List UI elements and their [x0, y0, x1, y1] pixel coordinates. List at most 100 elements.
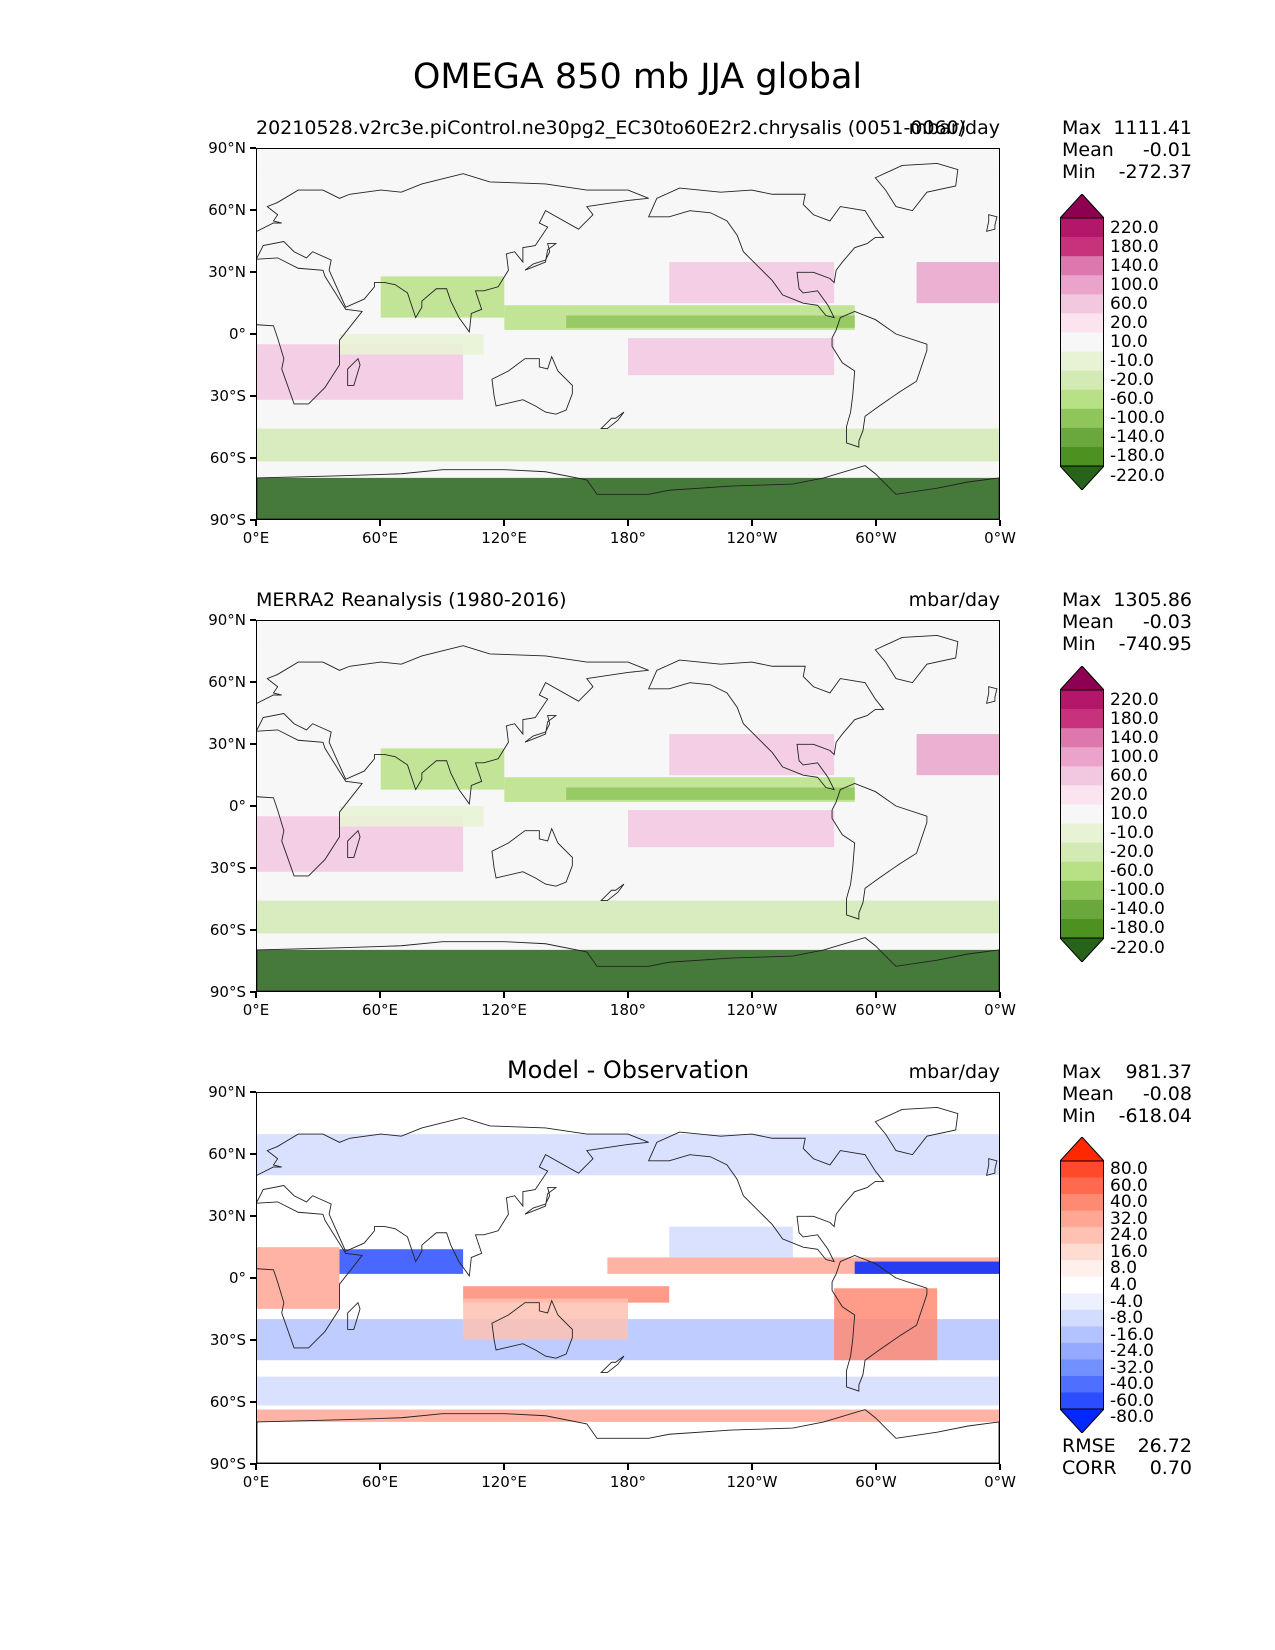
lat-label: 30°N [208, 263, 246, 281]
lat-label: 60°N [208, 1145, 246, 1163]
lat-tick [250, 271, 256, 273]
lat-tick [250, 1277, 256, 1279]
colorbar-segment [1060, 1359, 1104, 1377]
lon-label: 0°W [984, 1473, 1016, 1491]
colorbar-tick-label: -10.0 [1110, 351, 1154, 372]
colorbar-segment [1060, 256, 1104, 276]
colorbar-tick-label: -40.0 [1110, 1374, 1154, 1395]
australia-outline [491, 355, 573, 415]
lat-tick [250, 991, 256, 993]
colorbar-segment [1060, 1243, 1104, 1261]
south-america-outline [831, 782, 928, 920]
colorbar-tick-label: 20.0 [1110, 784, 1148, 805]
colorbar-segment [1060, 370, 1104, 391]
colorbar-segment [1060, 747, 1104, 767]
colorbar-svg [1058, 1136, 1106, 1434]
australia-outline [491, 1299, 573, 1359]
lon-tick [503, 992, 505, 998]
colorbar-tick-label: -100.0 [1110, 880, 1165, 901]
lon-tick [875, 1464, 877, 1470]
colorbar-tick-label: -140.0 [1110, 899, 1165, 920]
colorbar-segment [1060, 1326, 1104, 1344]
colorbar-tick-label: -180.0 [1110, 446, 1165, 467]
lon-label: 0°E [242, 1001, 270, 1019]
colorbar-segment [1060, 899, 1104, 920]
lon-label: 120°W [726, 1473, 778, 1491]
south-america-outline [831, 310, 928, 448]
colorbar-segment [1060, 728, 1104, 748]
antarctica-outline [257, 1409, 999, 1463]
lon-label: 120°W [726, 529, 778, 547]
colorbar-tick-label: 10.0 [1110, 804, 1148, 824]
lat-label: 30°N [208, 1207, 246, 1225]
stat-min-value: -740.95 [1118, 633, 1192, 655]
south-america-outline [831, 1254, 928, 1392]
colorbar-segment [1060, 823, 1104, 844]
colorbar-segment [1060, 218, 1104, 238]
colorbar-segment [1060, 1276, 1104, 1294]
north-america-outline [647, 659, 885, 791]
map-panel-2: MERRA2 Reanalysis (1980-2016) mbar/day 90°… [0, 0, 1275, 1019]
britain-outline [986, 686, 998, 704]
eurasia-outline [257, 1117, 649, 1278]
colorbar-tick-label: 16.0 [1110, 1241, 1148, 1262]
stat-mean-label: Mean [1062, 1083, 1114, 1105]
stat-mean-label: Mean [1062, 139, 1114, 161]
colorbar [1058, 193, 1106, 491]
field-region [916, 734, 999, 776]
colorbar-tick-label: -8.0 [1110, 1308, 1144, 1329]
map-plot [256, 1092, 1000, 1464]
lat-tick [250, 1339, 256, 1341]
colorbar-tick-label: -20.0 [1110, 370, 1154, 391]
lon-tick [255, 992, 257, 998]
lat-label: 90°N [208, 1083, 246, 1101]
lat-tick [250, 867, 256, 869]
lat-tick [250, 1215, 256, 1217]
field-region [566, 787, 855, 800]
stat-rmse: RMSE 26.72 [1062, 1435, 1192, 1457]
panel-title: 20210528.v2rc3e.piControl.ne30pg2_EC30to… [256, 117, 967, 139]
lon-tick [999, 520, 1001, 526]
colorbar-segment [1060, 275, 1104, 295]
lon-tick [751, 520, 753, 526]
lat-label: 0° [228, 1269, 246, 1287]
lat-tick [250, 209, 256, 211]
lon-label: 60°W [855, 1473, 897, 1491]
lat-tick [250, 519, 256, 521]
lat-label: 30°S [209, 1331, 246, 1349]
lat-tick [250, 1401, 256, 1403]
colorbar-tick-label: -220.0 [1110, 937, 1165, 958]
lon-tick [627, 520, 629, 526]
lon-tick [503, 1464, 505, 1470]
lon-label: 0°E [242, 529, 270, 547]
lat-label: 90°N [208, 611, 246, 629]
colorbar-segment [1060, 1392, 1104, 1410]
greenland-outline [874, 1106, 959, 1156]
stat-min-label: Min [1062, 161, 1096, 183]
lon-label: 60°E [361, 1473, 399, 1491]
colorbar-segment [1060, 880, 1104, 901]
stat-min-label: Min [1062, 1105, 1096, 1127]
map-plot [256, 148, 1000, 520]
colorbar-tick-label: -100.0 [1110, 408, 1165, 429]
colorbar-extend-bottom [1058, 937, 1106, 963]
stats-block: Max 1305.86 Mean -0.03 Min -740.95 [1062, 589, 1192, 655]
lat-label: 90°N [208, 139, 246, 157]
units-label: mbar/day [908, 589, 1000, 611]
stat-max: Max 981.37 [1062, 1061, 1192, 1083]
colorbar-extend-top [1058, 1136, 1106, 1162]
colorbar-segment [1060, 427, 1104, 448]
field-region [339, 806, 484, 827]
lon-tick [875, 992, 877, 998]
field-region [257, 1134, 999, 1176]
lat-label: 90°S [209, 983, 246, 1001]
lon-tick [379, 520, 381, 526]
lat-tick [250, 805, 256, 807]
lat-label: 0° [228, 325, 246, 343]
lat-tick [250, 395, 256, 397]
field-region [463, 1286, 670, 1303]
colorbar-segment [1060, 1309, 1104, 1327]
lon-label: 0°W [984, 1001, 1016, 1019]
map-canvas [257, 1093, 999, 1463]
africa-outline [257, 729, 363, 877]
